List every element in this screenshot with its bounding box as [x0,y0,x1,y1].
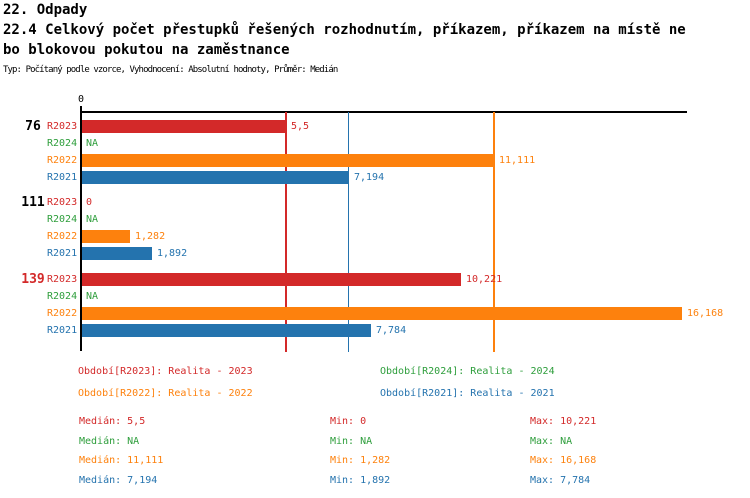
median-line-r2021 [347,112,350,352]
y-axis-line [80,106,82,351]
row-series-label: R2022 [47,231,78,242]
stat-min: Min: 0 [330,416,367,427]
median-line-r2022 [493,112,495,352]
bar-76-r2021 [82,171,349,184]
median-line-r2023 [285,112,287,352]
stat-median: Medián: 11,111 [79,455,164,466]
bar-value-label: 0 [86,197,93,208]
indicator-title-line2: bo blokovou pokutou na zaměstnance [3,42,290,58]
stat-max: Max: 10,221 [530,416,597,427]
stat-min: Min: 1,282 [330,455,391,466]
stat-median: Medián: 7,194 [79,475,158,486]
row-series-label: R2021 [47,325,78,336]
bar-row-111-r2024: R2024 NA [0,211,750,228]
stat-max: Max: 16,168 [530,455,597,466]
group-id-label: 111 [21,195,45,210]
stats-row-r2024: Medián: NA Min: NA Max: NA [0,436,750,450]
bar-row-111-r2022: R2022 1,282 [0,228,750,245]
bar-value-label: 5,5 [291,121,310,132]
bar-row-111-r2023: 111 R2023 0 [0,194,750,211]
bar-value-label: NA [86,291,99,302]
row-series-label: R2023 [47,197,78,208]
row-series-label: R2022 [47,155,78,166]
bar-row-139-r2021: R2021 7,784 [0,322,750,339]
row-series-label: R2024 [47,291,78,302]
bar-row-76-r2022: R2022 11,111 [0,152,750,169]
stat-median: Medián: 5,5 [79,416,146,427]
section-title: 22. Odpady [3,2,88,18]
stat-min: Min: 1,892 [330,475,391,486]
bar-row-111-r2021: R2021 1,892 [0,245,750,262]
legend-item-r2022: Období[R2022]: Realita - 2022 [78,388,253,399]
row-series-label: R2024 [47,138,78,149]
indicator-title-line1: 22.4 Celkový počet přestupků řešených ro… [3,22,686,38]
row-series-label: R2023 [47,274,78,285]
stats-row-r2023: Medián: 5,5 Min: 0 Max: 10,221 [0,416,750,430]
x-axis-line [80,111,687,113]
legend-item-r2024: Období[R2024]: Realita - 2024 [380,366,555,377]
bar-76-r2022 [82,154,494,167]
bar-value-label: 1,892 [157,248,188,259]
row-series-label: R2024 [47,214,78,225]
stat-median: Medián: NA [79,436,140,447]
bar-value-label: 16,168 [687,308,724,319]
stats-row-r2021: Medián: 7,194 Min: 1,892 Max: 7,784 [0,475,750,489]
bar-row-139-r2023: 139 R2023 10,221 [0,271,750,288]
bar-row-76-r2023: 76 R2023 5,5 [0,118,750,135]
row-series-label: R2022 [47,308,78,319]
bar-111-r2022 [82,230,130,243]
legend-item-r2023: Období[R2023]: Realita - 2023 [78,366,253,377]
x-axis-zero-tick-label: 0 [77,94,85,105]
row-series-label: R2021 [47,248,78,259]
stat-max: Max: 7,784 [530,475,591,486]
bar-139-r2023 [82,273,461,286]
bar-value-label: 10,221 [466,274,503,285]
bar-139-r2021 [82,324,371,337]
stat-min: Min: NA [330,436,373,447]
bar-value-label: NA [86,138,99,149]
bar-76-r2023 [82,120,286,133]
bar-value-label: NA [86,214,99,225]
indicator-meta: Typ: Počítaný podle vzorce, Vyhodnocení:… [3,65,338,75]
legend-item-r2021: Období[R2021]: Realita - 2021 [380,388,555,399]
bar-111-r2021 [82,247,152,260]
bar-row-139-r2022: R2022 16,168 [0,305,750,322]
bar-value-label: 11,111 [499,155,536,166]
bar-value-label: 7,784 [376,325,407,336]
stat-max: Max: NA [530,436,573,447]
bar-139-r2022 [82,307,682,320]
row-series-label: R2021 [47,172,78,183]
bar-row-76-r2024: R2024 NA [0,135,750,152]
stats-row-r2022: Medián: 11,111 Min: 1,282 Max: 16,168 [0,455,750,469]
bar-value-label: 7,194 [354,172,385,183]
bar-row-139-r2024: R2024 NA [0,288,750,305]
group-id-label: 139 [21,272,45,287]
bar-row-76-r2021: R2021 7,194 [0,169,750,186]
group-id-label: 76 [25,119,41,134]
row-series-label: R2023 [47,121,78,132]
bar-value-label: 1,282 [135,231,166,242]
